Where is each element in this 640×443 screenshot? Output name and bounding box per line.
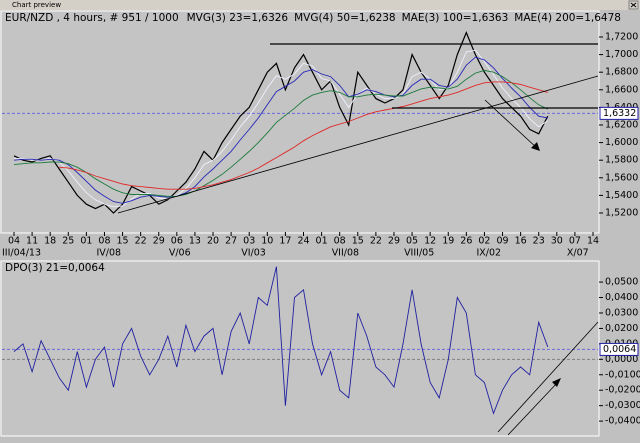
panel-title: EUR/NZD , 4 hours, # 951 / 1000 [5, 12, 179, 24]
x-tick-label: 22 [370, 236, 382, 247]
x-month-label: IV/08 [96, 248, 121, 259]
y-tick-label: 1,7200 [605, 31, 638, 42]
x-tick-label: 13 [189, 236, 201, 247]
series-line [13, 266, 549, 415]
panel-title: DPO(3) 21=0,0064 [5, 262, 105, 274]
y-tick-label: 1,6200 [605, 119, 638, 130]
series-line [59, 81, 548, 190]
y-tick-label: 0,0500 [605, 277, 638, 288]
title-bar [0, 0, 640, 10]
y-tick-label: -0,0100 [605, 369, 640, 380]
x-tick-label: 02 [478, 236, 490, 247]
x-tick-label: 12 [424, 236, 436, 247]
y-tick-label: 1,5600 [605, 172, 638, 183]
x-tick-label: 07 [569, 236, 581, 247]
legend-entry: MVG(4) 50=1,6238 [294, 12, 396, 24]
y-tick-label: 0,0200 [605, 323, 638, 334]
arrow-head [531, 142, 540, 151]
annotations [117, 43, 599, 436]
x-tick-label: 14 [587, 236, 599, 247]
x-tick-label: 19 [442, 236, 454, 247]
x-tick-label: 09 [496, 236, 508, 247]
y-tick-label: 1,6000 [605, 137, 638, 148]
x-tick-label: 11 [26, 236, 38, 247]
x-month-label: V/06 [169, 248, 191, 259]
x-tick-label: 23 [533, 236, 545, 247]
x-tick-label: 18 [44, 236, 56, 247]
series-line [13, 69, 548, 197]
x-tick-label: 29 [388, 236, 400, 247]
series-line [13, 56, 548, 204]
y-tick-label: 1,5400 [605, 190, 638, 201]
x-month-label: VII/08 [332, 248, 359, 259]
x-tick-label: 01 [80, 236, 92, 247]
x-tick-label: 03 [243, 236, 255, 247]
x-tick-label: 10 [261, 236, 273, 247]
x-tick-label: 04 [8, 236, 20, 247]
x-month-label: VI/03 [241, 248, 266, 259]
x-tick-label: 25 [62, 236, 74, 247]
arrow-line [484, 99, 539, 150]
x-tick-label: 24 [297, 236, 309, 247]
x-tick-label: 30 [551, 236, 563, 247]
x-month-label: X/07 [567, 248, 589, 259]
x-tick-label: 08 [334, 236, 346, 247]
x-tick-label: 29 [153, 236, 165, 247]
arrow-line [507, 381, 559, 436]
x-tick-label: 15 [117, 236, 129, 247]
x-tick-label: 22 [135, 236, 147, 247]
series-line [13, 31, 549, 214]
y-tick-label: -0,0200 [605, 385, 640, 396]
last-value-box [599, 342, 639, 356]
last-value-box [599, 106, 639, 120]
legend-entry: MVG(3) 23=1,6326 [187, 12, 289, 24]
last-value-label: 1,6332 [603, 108, 636, 119]
x-tick-label: 15 [352, 236, 364, 247]
y-tick-label: 0,0000 [605, 354, 638, 365]
x-tick-label: 16 [515, 236, 527, 247]
y-tick-label: 1,7000 [605, 49, 638, 60]
y-tick-label: 1,5800 [605, 155, 638, 166]
legend-entry: MAE(4) 200=1,6478 [514, 12, 621, 24]
x-tick-label: 08 [98, 236, 110, 247]
close-icon [630, 2, 637, 8]
y-tick-label: 1,6800 [605, 67, 638, 78]
lower-plot [0, 260, 600, 437]
series-line [14, 49, 549, 208]
trend-line [117, 75, 599, 214]
y-tick-label: 0,0400 [605, 292, 638, 303]
upper-plot [0, 10, 600, 234]
x-tick-label: 20 [207, 236, 219, 247]
x-month-label: III/04/13 [2, 248, 41, 259]
x-month-label: IX/02 [476, 248, 501, 259]
x-month-label: VIII/05 [404, 248, 434, 259]
y-tick-label: 0,0300 [605, 307, 638, 318]
x-tick-label: 26 [460, 236, 472, 247]
arrow-head [552, 378, 561, 387]
x-tick-label: 05 [406, 236, 418, 247]
last-value-label: 0,0064 [603, 344, 636, 355]
y-tick-label: -0,0400 [605, 416, 640, 427]
legend-entry: MAE(3) 100=1,6363 [402, 12, 509, 24]
y-tick-label: -0,0300 [605, 400, 640, 411]
window-title: Chart preview [12, 1, 61, 9]
x-tick-label: 27 [225, 236, 237, 247]
trend-line [497, 321, 599, 433]
x-tick-label: 17 [279, 236, 291, 247]
x-tick-label: 06 [171, 236, 183, 247]
x-tick-label: 01 [316, 236, 328, 247]
y-tick-label: 1,6600 [605, 84, 638, 95]
y-tick-label: 1,5200 [605, 207, 638, 218]
